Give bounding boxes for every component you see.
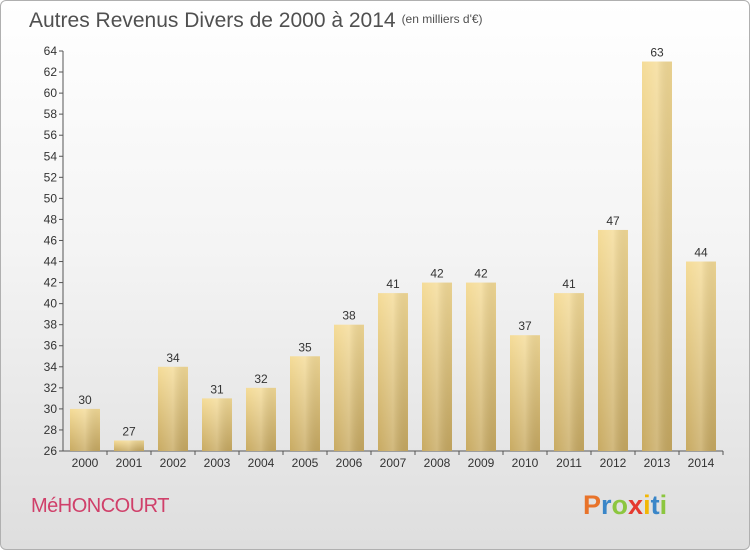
title-unit: (en milliers d'€) [401,12,483,26]
data-label: 32 [254,372,268,386]
y-tick-label: 54 [44,149,58,163]
data-label: 27 [122,424,136,438]
x-tick-label: 2000 [72,456,99,470]
bar-shine [158,366,188,451]
data-label: 63 [650,46,664,60]
y-tick-label: 56 [44,128,58,142]
data-label: 42 [474,267,488,281]
y-tick-label: 46 [44,233,58,247]
logo-letter: x [628,490,644,520]
bar-shine [378,293,408,451]
chart-title: Autres Revenus Divers de 2000 à 2014 (en … [29,9,483,33]
bar-shine [686,261,716,451]
x-tick-label: 2006 [336,456,363,470]
bar-shine [70,408,100,451]
x-tick-label: 2002 [160,456,187,470]
data-label: 47 [606,214,620,228]
x-tick-label: 2008 [424,456,451,470]
logo-letter: r [601,490,612,520]
value-labels: 30 27 34 31 32 35 38 41 42 42 37 41 47 63 44 [78,46,708,439]
logo-letter: P [583,490,602,520]
y-tick-label: 40 [44,297,58,311]
y-tick-label: 28 [44,423,58,437]
x-tick-label: 2004 [248,456,275,470]
x-tick-label: 2010 [512,456,539,470]
bar-shine [202,398,232,451]
y-tick-label: 32 [44,381,58,395]
bar-shine [334,324,364,451]
y-tick-label: 52 [44,170,58,184]
data-label: 41 [562,277,576,291]
data-label: 37 [518,319,532,333]
data-label: 38 [342,309,356,323]
data-label: 44 [694,246,708,260]
location-name: MéHONCOURT [31,495,169,517]
y-tick-label: 38 [44,318,58,332]
data-label: 30 [78,393,92,407]
y-tick-label: 26 [44,444,58,458]
bar-shine [422,282,452,451]
y-tick-label: 30 [44,402,58,416]
bar-shine [246,387,276,451]
bar-shine [114,440,144,451]
logo-letter: i [659,490,668,520]
data-label: 42 [430,267,444,281]
bar-shine [466,282,496,451]
data-label: 34 [166,351,180,365]
logo-letter: t [650,490,660,520]
x-tick-label: 2011 [556,456,582,470]
y-tick-label: 62 [44,65,58,79]
x-tick-label: 2013 [644,456,671,470]
x-tick-label: 2001 [116,456,143,470]
logo-letter: i [643,490,651,520]
data-label: 41 [386,277,400,291]
logo-letter: o [611,490,629,520]
proxiti-logo[interactable]: Proxiti [583,490,667,521]
bar-shine [290,356,320,451]
bar-shine [598,229,628,451]
data-label: 31 [210,382,224,396]
y-tick-label: 36 [44,339,58,353]
y-tick-label: 60 [44,86,58,100]
y-tick-label: 44 [44,255,58,269]
x-tick-label: 2009 [468,456,495,470]
bar-shine [554,293,584,451]
bar-shine [510,335,540,451]
title-text: Autres Revenus Divers de 2000 à 2014 [29,9,396,32]
bars [70,61,716,452]
data-label: 35 [298,340,312,354]
x-tick-label: 2012 [600,456,627,470]
x-tick-label: 2014 [688,456,715,470]
y-tick-label: 42 [44,276,58,290]
y-tick-label: 50 [44,191,58,205]
x-tick-label: 2007 [380,456,407,470]
y-tick-label: 64 [44,44,58,58]
y-tick-label: 58 [44,107,58,121]
y-tick-label: 34 [44,360,58,374]
bar-shine [642,61,672,452]
y-tick-label: 48 [44,212,58,226]
x-tick-label: 2003 [204,456,231,470]
x-tick-label: 2005 [292,456,319,470]
